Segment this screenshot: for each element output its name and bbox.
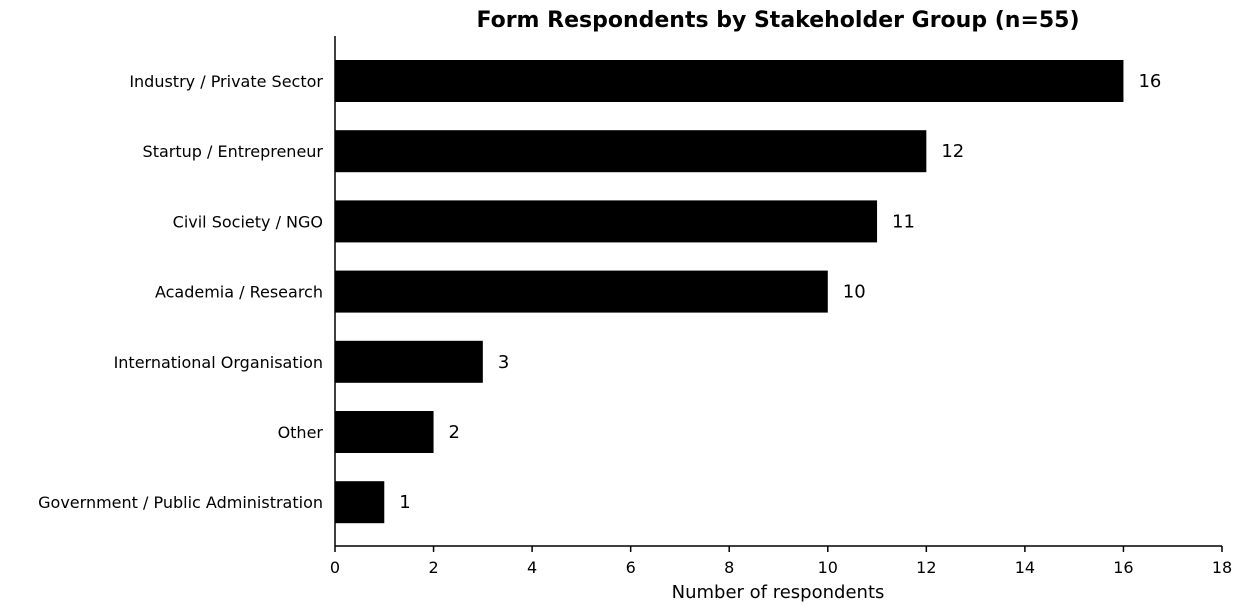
chart-title: Form Respondents by Stakeholder Group (n… [476,8,1079,33]
bar [335,411,434,453]
x-tick-label: 6 [626,558,636,577]
bar [335,130,927,173]
category-label: Government / Public Administration [38,493,323,512]
data-label: 10 [843,282,866,303]
category-label: International Organisation [114,353,323,372]
category-label: Startup / Entrepreneur [143,142,324,161]
x-tick-label: 12 [916,558,936,577]
x-tick-label: 2 [428,558,438,577]
bar [335,60,1124,102]
data-label: 11 [892,211,915,232]
data-label: 3 [498,352,509,373]
x-tick-label: 14 [1015,558,1035,577]
bars-group [335,60,1124,524]
bar [335,340,483,383]
category-label: Civil Society / NGO [173,212,323,231]
data-label: 16 [1138,71,1161,92]
data-label: 12 [941,141,964,162]
x-axis-label: Number of respondents [672,582,885,603]
x-tick-label: 16 [1113,558,1133,577]
category-label: Industry / Private Sector [129,72,323,91]
x-tick-label: 0 [330,558,340,577]
category-labels: Industry / Private Sector Startup / Entre… [38,72,323,512]
x-tick-label: 18 [1212,558,1232,577]
data-label: 2 [449,422,460,443]
data-labels: 16 12 11 10 3 2 1 [399,71,1161,513]
bar [335,200,878,243]
bar [335,270,828,313]
x-tick-label: 4 [527,558,537,577]
x-axis-ticks: 0 2 4 6 8 10 12 14 16 18 [330,546,1232,577]
data-label: 1 [399,492,410,513]
category-label: Other [278,423,324,442]
category-label: Academia / Research [155,283,323,302]
bar [335,481,385,524]
x-tick-label: 10 [818,558,838,577]
x-tick-label: 8 [724,558,734,577]
